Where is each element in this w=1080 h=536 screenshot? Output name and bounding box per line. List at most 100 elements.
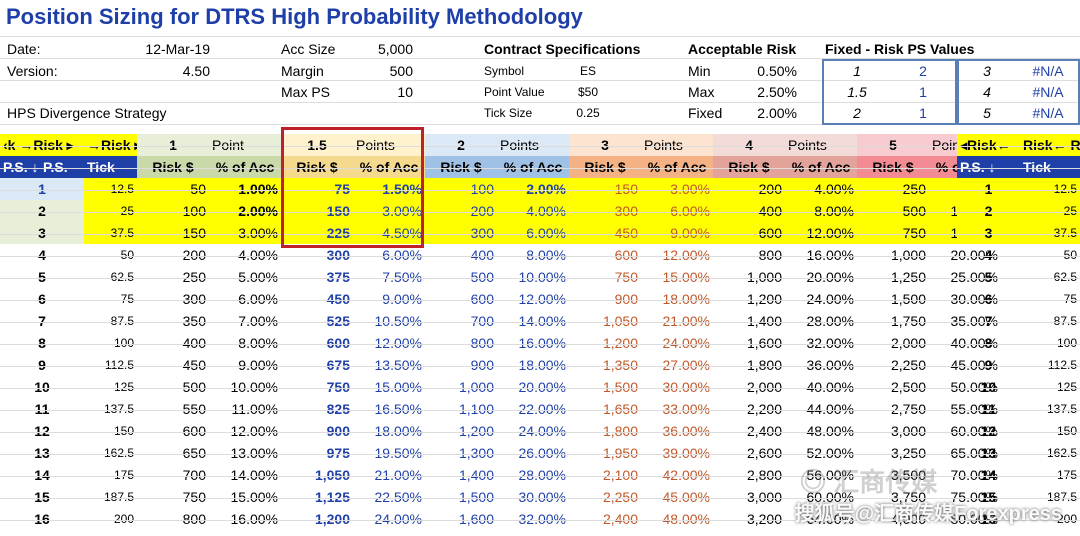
row-pct[interactable]: 28.00%	[806, 313, 854, 329]
row-risk[interactable]: 75	[281, 178, 353, 200]
min-value[interactable]: 0.50%	[757, 62, 797, 79]
row-pct[interactable]: 10.00%	[518, 269, 566, 285]
row-risk[interactable]: 1,800	[602, 423, 638, 439]
acc-size-label[interactable]: Acc Size	[281, 40, 336, 57]
row-pct[interactable]: 12.00%	[230, 423, 278, 439]
row-pct[interactable]: 26.00%	[518, 445, 566, 461]
row-risk[interactable]: 800	[182, 511, 206, 527]
row-risk[interactable]: 1,800	[746, 357, 782, 373]
max-ps-label[interactable]: Max PS	[281, 83, 331, 100]
row-risk[interactable]: 3,000	[890, 423, 926, 439]
row-risk[interactable]: 450	[326, 291, 350, 307]
row-risk[interactable]: 600	[470, 291, 494, 307]
row-risk[interactable]: 2,600	[746, 445, 782, 461]
row-risk[interactable]: 450	[182, 357, 206, 373]
row-pct[interactable]: 14.00%	[518, 313, 566, 329]
row-risk[interactable]: 3,250	[890, 445, 926, 461]
subheader-pct[interactable]: % of Acc	[209, 156, 281, 178]
row-tick[interactable]: 50	[120, 248, 134, 262]
row-risk[interactable]: 750	[857, 222, 929, 244]
row-risk[interactable]: 2,000	[890, 335, 926, 351]
subheader-pct[interactable]: % of Acc	[785, 156, 857, 178]
row-right-ps[interactable]: 11	[981, 401, 996, 417]
row-risk[interactable]: 1,125	[314, 489, 350, 505]
row-tick[interactable]: 37.5	[84, 222, 137, 244]
row-pct[interactable]: 12.00%	[785, 222, 857, 244]
row-ps[interactable]: 11	[34, 401, 50, 417]
row-risk[interactable]: 600	[326, 335, 350, 351]
row-pct[interactable]: 7.50%	[382, 269, 422, 285]
row-pct[interactable]: 18.00%	[374, 423, 422, 439]
margin-value[interactable]: 500	[389, 62, 413, 79]
row-right-ps[interactable]: 10	[980, 379, 997, 395]
row-risk[interactable]: 825	[326, 401, 350, 417]
row-right-ps[interactable]: 7	[984, 313, 993, 329]
row-risk[interactable]: 200	[182, 247, 206, 263]
header-right-risk[interactable]: ◂Risk←	[957, 134, 1020, 156]
row-pct[interactable]: 9.00%	[382, 291, 422, 307]
row-risk[interactable]: 50	[137, 178, 209, 200]
margin-label[interactable]: Margin	[281, 62, 324, 79]
row-pct[interactable]: 3.00%	[209, 222, 281, 244]
row-risk[interactable]: 400	[182, 335, 206, 351]
row-risk[interactable]: 500	[857, 200, 929, 222]
subheader-right-ps[interactable]: P.S. ↓	[957, 156, 1020, 178]
header-left-risk[interactable]: ‹k →Risk ▸	[0, 134, 84, 156]
row-pct[interactable]: 45.00%	[662, 489, 710, 505]
row-risk[interactable]: 800	[470, 335, 494, 351]
row-risk[interactable]: 700	[182, 467, 206, 483]
row-pct[interactable]: 5.00%	[238, 269, 278, 285]
row-risk[interactable]: 900	[470, 357, 494, 373]
group-5-label[interactable]: Points	[785, 134, 857, 156]
fixed-ps-size[interactable]: 1	[919, 83, 927, 100]
row-right-tick[interactable]: 100	[1056, 336, 1077, 350]
row-risk[interactable]: 100	[137, 200, 209, 222]
row-risk[interactable]: 2,250	[602, 489, 638, 505]
row-pct[interactable]: 20.00%	[806, 269, 854, 285]
row-pct[interactable]: 22.50%	[374, 489, 422, 505]
row-pct[interactable]: 4.00%	[238, 247, 278, 263]
tick-size-label[interactable]: Tick Size	[484, 105, 533, 120]
row-risk[interactable]: 1,300	[458, 445, 494, 461]
row-risk[interactable]: 1,350	[602, 357, 638, 373]
row-risk[interactable]: 1,000	[458, 379, 494, 395]
row-pct[interactable]: 11.00%	[231, 401, 278, 417]
row-risk[interactable]: 1,650	[602, 401, 638, 417]
group-1-label[interactable]: Point	[209, 134, 281, 156]
row-tick[interactable]: 187.5	[103, 490, 134, 504]
row-ps[interactable]: 10	[34, 379, 50, 395]
fixed-ps-size[interactable]: 2	[919, 62, 927, 79]
header-left-risk2[interactable]: →Risk ▸	[84, 134, 137, 156]
row-right-tick[interactable]: 50	[1063, 248, 1077, 262]
row-pct[interactable]: 22.00%	[518, 401, 566, 417]
row-right-tick[interactable]: 25	[1020, 200, 1080, 222]
row-pct[interactable]: 16.50%	[374, 401, 422, 417]
row-risk[interactable]: 500	[470, 269, 494, 285]
row-risk[interactable]: 200	[713, 178, 785, 200]
row-risk[interactable]: 600	[614, 247, 638, 263]
fixed-ps-na[interactable]: #N/A	[1032, 62, 1064, 79]
group-3-label[interactable]: Points	[497, 134, 569, 156]
date-value[interactable]: 12-Mar-19	[145, 40, 210, 57]
row-risk[interactable]: 300	[326, 247, 350, 263]
row-pct[interactable]: 44.00%	[806, 401, 854, 417]
row-pct[interactable]: 2.00%	[209, 200, 281, 222]
row-pct[interactable]: 9.00%	[238, 357, 278, 373]
row-ps[interactable]: 16	[34, 511, 50, 527]
row-risk[interactable]: 800	[758, 247, 782, 263]
subheader-pct[interactable]: % of Acc	[497, 156, 569, 178]
row-tick[interactable]: 100	[113, 336, 134, 350]
row-pct[interactable]: 6.00%	[641, 200, 713, 222]
point-value-label[interactable]: Point Value	[484, 84, 545, 99]
point-value-value[interactable]: $50	[577, 84, 599, 99]
row-right-tick[interactable]: 150	[1056, 424, 1077, 438]
max-value[interactable]: 2.50%	[757, 83, 797, 100]
subheader-tick[interactable]: Tick	[84, 156, 137, 178]
row-pct[interactable]: 36.00%	[662, 423, 710, 439]
row-risk[interactable]: 400	[713, 200, 785, 222]
group-4-label[interactable]: Points	[641, 134, 713, 156]
max-ps-value[interactable]: 10	[397, 83, 413, 100]
fixed-ps-na[interactable]: #N/A	[1032, 83, 1064, 100]
row-right-tick[interactable]: 125	[1056, 380, 1077, 394]
row-risk[interactable]: 150	[137, 222, 209, 244]
